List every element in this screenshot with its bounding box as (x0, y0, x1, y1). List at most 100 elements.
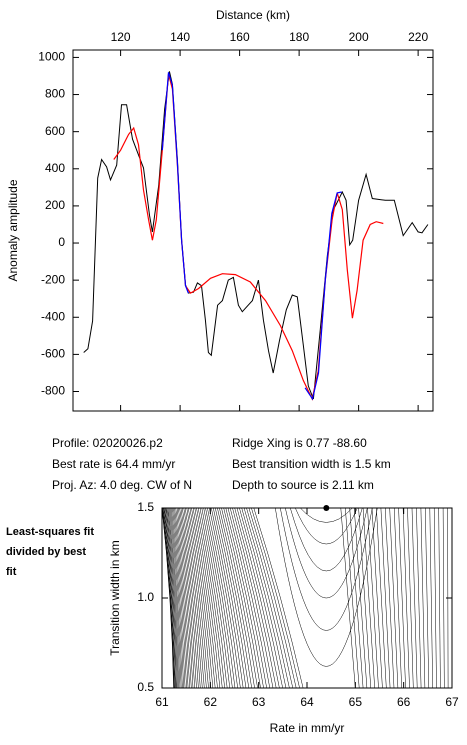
y-tick-label: 200 (45, 198, 65, 212)
annotation: Proj. Az: 4.0 deg. CW of N (52, 478, 192, 492)
contour-line (371, 507, 383, 689)
contour-line (232, 507, 274, 689)
contour-line (219, 507, 255, 689)
contour-line (241, 507, 287, 689)
contour-line (162, 507, 176, 689)
annotation: Depth to source is 2.11 km (232, 478, 374, 492)
contour-line (184, 507, 207, 689)
contour-line (164, 507, 178, 689)
contour-line (166, 507, 181, 689)
contour-line (402, 507, 410, 689)
x-axis-label: Rate in mm/yr (270, 721, 345, 735)
contour-line (223, 507, 261, 689)
x-tick-label: 200 (349, 30, 369, 44)
contour-line (175, 507, 194, 689)
contour-line (172, 507, 189, 689)
contour-line (362, 507, 375, 689)
data-line (161, 72, 189, 294)
contour-line (165, 507, 180, 689)
y-tick-label: 1.0 (137, 590, 154, 604)
contour-line (340, 507, 356, 689)
y-axis-label: Anomaly amplitude (6, 179, 20, 281)
x-tick-label: 180 (289, 30, 309, 44)
contour-line (170, 507, 187, 689)
contour-line (280, 507, 373, 631)
contour-line (349, 507, 364, 689)
x-tick-label: 160 (230, 30, 250, 44)
contour-line (176, 507, 195, 689)
contour-line (236, 507, 280, 689)
contour-line (168, 507, 184, 689)
contour-line (164, 507, 179, 689)
data-line (83, 71, 429, 400)
contour-line (161, 507, 175, 689)
contour-line (197, 507, 225, 689)
contour-line (162, 507, 175, 689)
contour-line (196, 507, 223, 689)
contour-lines (161, 507, 453, 689)
contour-line (411, 507, 418, 689)
side-note: Least-squares fit divided by best fit (6, 526, 95, 578)
contour-line (215, 507, 250, 689)
contour-line (246, 507, 294, 689)
contour-line (179, 507, 199, 689)
contour-line (367, 507, 379, 689)
y-tick-label: 0.5 (137, 680, 154, 694)
contour-line (389, 507, 399, 689)
contour-line (407, 507, 414, 689)
contour-line (251, 507, 300, 689)
contour-line (189, 507, 214, 689)
contour-line (162, 507, 175, 689)
annotation: Profile: 02020026.p2 (52, 436, 163, 450)
contour-line (398, 507, 406, 689)
contour-line (345, 507, 360, 689)
annotation: Ridge Xing is 0.77 -88.60 (232, 436, 367, 450)
contour-line (248, 507, 297, 689)
annotation: Best rate is 64.4 mm/yr (52, 457, 175, 471)
x-tick-label: 62 (204, 695, 218, 709)
contour-line (213, 507, 247, 689)
y-tick-label: -400 (41, 309, 65, 323)
contour-line (192, 507, 218, 689)
contour-line (253, 507, 304, 689)
y-tick-label: -800 (41, 384, 65, 398)
contour-line (217, 507, 252, 689)
contour-line (211, 507, 244, 689)
y-axis-label: Transition width in km (108, 540, 122, 656)
contour-line (425, 507, 430, 689)
contour-line (229, 507, 271, 689)
y-tick-label: -200 (41, 272, 65, 286)
y-tick-label: 800 (45, 87, 65, 101)
contour-line (227, 507, 267, 689)
contour-line (243, 507, 290, 689)
contour-line (205, 507, 236, 689)
x-tick-label: 64 (300, 695, 314, 709)
contour-line (163, 507, 177, 689)
x-tick-label: 120 (111, 30, 131, 44)
contour-line (203, 507, 233, 689)
contour-line (433, 507, 437, 689)
x-tick-label: 66 (397, 695, 411, 709)
contour-line (225, 507, 264, 689)
contour-line (167, 507, 183, 689)
x-tick-label: 63 (252, 695, 266, 709)
contour-line (358, 507, 372, 689)
data-line (113, 73, 384, 401)
contour-line (191, 507, 216, 689)
contour-line (207, 507, 238, 689)
contour-line (178, 507, 197, 689)
contour-line (429, 507, 433, 689)
annotation: Best transition width is 1.5 km (232, 457, 391, 471)
contour-line (376, 507, 387, 689)
x-tick-label: 220 (408, 30, 428, 44)
x-tick-label: 61 (155, 695, 169, 709)
contour-line (438, 507, 441, 689)
contour-line (239, 507, 283, 689)
contour-line (194, 507, 221, 689)
contour-line (300, 507, 353, 523)
contour-line (416, 507, 422, 689)
contour-line (182, 507, 203, 689)
contour-line (380, 507, 391, 689)
